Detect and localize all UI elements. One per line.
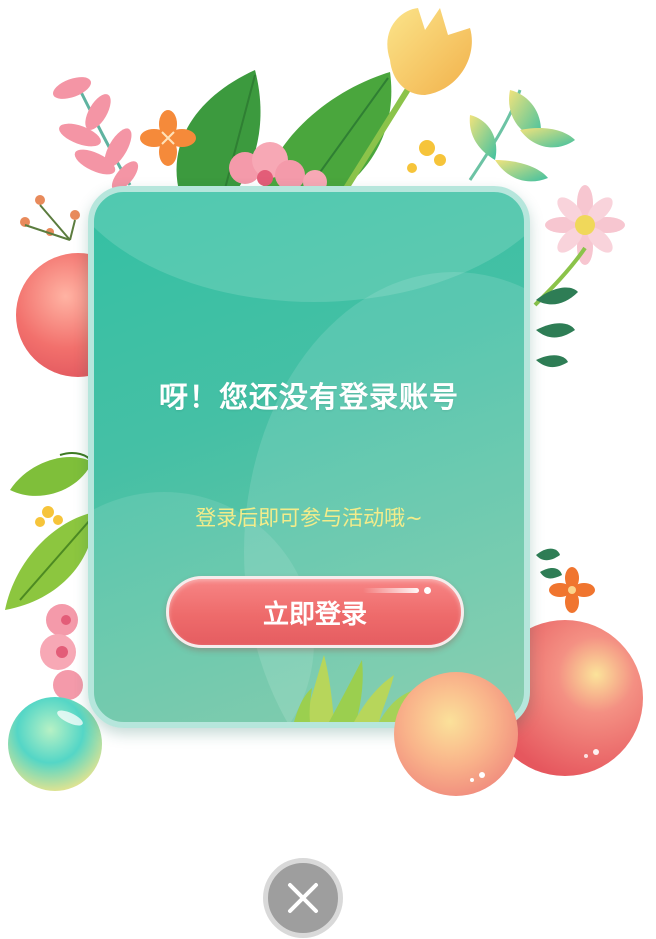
- dialog-subtitle: 登录后即可参与活动哦~: [195, 506, 423, 530]
- close-button[interactable]: [263, 858, 343, 938]
- login-now-button[interactable]: 立即登录: [166, 576, 464, 648]
- login-button-label: 立即登录: [262, 599, 367, 630]
- button-highlight: [363, 588, 419, 593]
- close-icon: [288, 883, 318, 913]
- card-wave-decoration: [94, 192, 524, 302]
- login-prompt-card: 呀！您还没有登录账号 登录后即可参与活动哦~ 立即登录: [88, 186, 530, 728]
- dialog-title: 呀！您还没有登录账号: [158, 380, 459, 414]
- button-highlight: [424, 587, 431, 594]
- grass-decoration: [294, 655, 414, 722]
- peach-bubble-decoration: [394, 672, 518, 796]
